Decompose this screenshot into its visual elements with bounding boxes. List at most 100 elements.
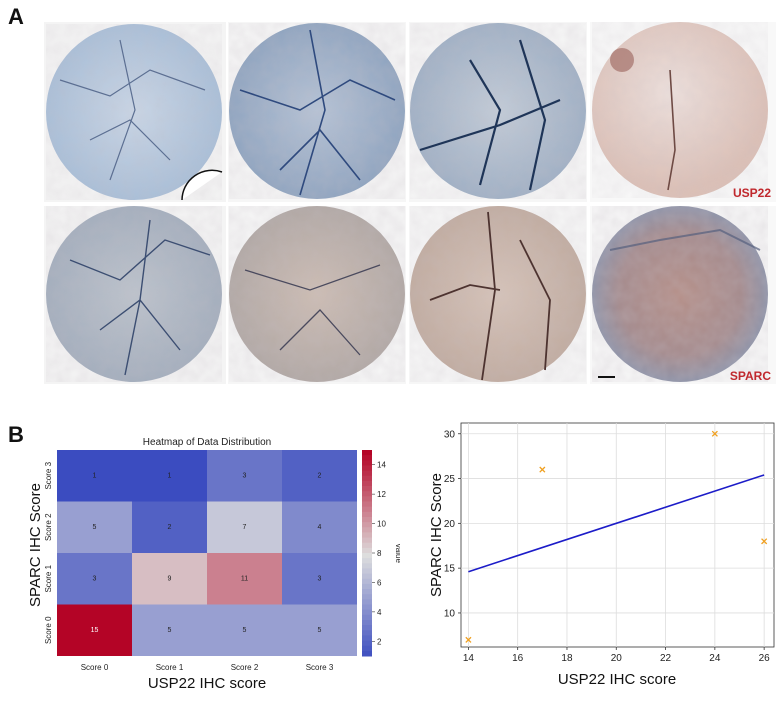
- heatmap-cell-label: 9: [168, 576, 172, 583]
- scatter-x-tick-label: 20: [611, 653, 623, 664]
- scatter-y-tick-label: 25: [444, 474, 456, 485]
- scatter-x-tick-label: 26: [759, 653, 771, 664]
- heatmap-chart: Heatmap of Data Distribution 1 1 3 2 5 2 7 4 3 9 1…: [27, 437, 400, 692]
- heatmap-y-tick-label: Score 3: [44, 461, 53, 489]
- heatmap-cell-label: 5: [243, 627, 247, 634]
- tissue-core-r2c3: [410, 206, 586, 382]
- heatmap-cell: [57, 501, 132, 553]
- heatmap-cells: 1 1 3 25 2 7 43 9 11 315 5 5 5: [57, 450, 357, 656]
- colorbar-tick-label: 14: [377, 461, 386, 470]
- heatmap-x-tick-label: Score 2: [231, 663, 259, 672]
- heatmap-cell-label: 2: [168, 524, 172, 531]
- colorbar-tick-label: 10: [377, 520, 386, 529]
- colorbar-segment: [362, 516, 372, 523]
- scatter-point: [711, 430, 718, 437]
- colorbar-segment: [362, 625, 372, 631]
- heatmap-cell-label: 1: [168, 473, 172, 480]
- heatmap-ticks: Score 0 Score 1 Score 2 Score 3 Score 3 Score…: [44, 461, 334, 672]
- colorbar-segment: [362, 532, 372, 539]
- scatter-y-tick-label: 15: [444, 564, 456, 575]
- heatmap-cell: [57, 450, 132, 502]
- colorbar-segment: [362, 609, 372, 616]
- heatmap-cell: [57, 553, 132, 605]
- colorbar-segment: [362, 640, 372, 647]
- heatmap-x-tick-label: Score 3: [306, 663, 334, 672]
- heatmap-x-tick-label: Score 0: [81, 663, 109, 672]
- heatmap-colorbar: 2 4 6 8 10 12 14 Value: [362, 450, 400, 657]
- heatmap-cell-label: 2: [318, 473, 322, 480]
- heatmap-cell: [282, 553, 357, 605]
- colorbar-tick-label: 4: [377, 608, 382, 617]
- heatmap-cell-label: 5: [168, 627, 172, 634]
- tissue-core-r2c2: [229, 206, 405, 382]
- heatmap-cell-label: 5: [93, 524, 97, 531]
- heatmap-cell-label: 3: [243, 473, 247, 480]
- tissue-core-r1c1: [46, 24, 223, 201]
- heatmap-cell: [132, 553, 207, 605]
- panel-letter-a: A: [8, 4, 24, 29]
- panel-letter-b: B: [8, 422, 24, 447]
- heatmap-cell: [207, 501, 282, 553]
- heatmap-cell-label: 11: [241, 576, 248, 583]
- heatmap-cell-label: 7: [243, 524, 247, 531]
- colorbar-segment: [362, 475, 372, 482]
- colorbar-segment: [362, 589, 372, 595]
- scatter-x-tick-label: 22: [660, 653, 672, 664]
- heatmap-cell: [207, 604, 282, 656]
- colorbar-segment: [362, 527, 372, 533]
- colorbar-segment: [362, 486, 372, 492]
- colorbar-segment: [362, 604, 372, 611]
- heatmap-y-axis-title: SPARC IHC Score: [27, 483, 44, 607]
- colorbar-segment: [362, 553, 372, 559]
- scatter-ticks: 14 16 18 20 22 24 26 10 15 20 25 30: [444, 429, 770, 664]
- heatmap-y-tick-label: Score 1: [44, 564, 53, 592]
- scatter-x-tick-label: 16: [512, 653, 524, 664]
- heatmap-cell-label: 3: [93, 576, 97, 583]
- heatmap-cell-label: 5: [318, 627, 322, 634]
- colorbar-tick-label: 8: [377, 549, 382, 558]
- colorbar-segment: [362, 450, 372, 456]
- colorbar-segment: [362, 496, 372, 502]
- scatter-grid: [461, 423, 774, 647]
- colorbar-segment: [362, 568, 372, 575]
- heatmap-cell: [282, 604, 357, 656]
- scatter-y-tick-label: 30: [444, 429, 456, 440]
- micrograph-grid: USP22 SPARC: [44, 22, 772, 384]
- colorbar-segment: [362, 522, 372, 528]
- colorbar-segment: [362, 614, 372, 621]
- scatter-x-tick-label: 14: [463, 653, 475, 664]
- colorbar-segment: [362, 563, 372, 569]
- tissue-core-r1c3: [410, 23, 586, 199]
- colorbar-segment: [362, 542, 372, 549]
- scatter-y-tick-label: 10: [444, 608, 456, 619]
- heatmap-cell: [282, 450, 357, 502]
- colorbar-segment: [362, 594, 372, 600]
- colorbar-tick-label: 6: [377, 578, 382, 587]
- heatmap-x-tick-label: Score 1: [156, 663, 184, 672]
- colorbar-segment: [362, 635, 372, 642]
- colorbar-segment: [362, 578, 372, 585]
- heatmap-cell: [132, 501, 207, 553]
- colorbar-label: Value: [394, 543, 400, 563]
- colorbar-segment: [362, 470, 372, 477]
- colorbar-segment: [362, 599, 372, 605]
- colorbar-segment: [362, 460, 372, 466]
- heatmap-cell: [132, 604, 207, 656]
- heatmap-y-tick-label: Score 2: [44, 513, 53, 541]
- heatmap-cell: [132, 450, 207, 502]
- heatmap-cell: [207, 450, 282, 502]
- colorbar-segment: [362, 558, 372, 564]
- scatter-chart: 14 16 18 20 22 24 26 10 15 20 25 30 USP22 IHC score…: [428, 422, 775, 688]
- colorbar-segment: [362, 537, 372, 544]
- heatmap-x-axis-title: USP22 IHC score: [148, 675, 266, 692]
- scatter-point: [539, 466, 546, 473]
- heatmap-title: Heatmap of Data Distribution: [143, 437, 271, 448]
- heatmap-cell-label: 15: [91, 627, 99, 634]
- scatter-plot-frame: [460, 422, 775, 648]
- regression-line: [468, 474, 765, 573]
- scatter-x-axis-title: USP22 IHC score: [558, 671, 676, 688]
- scatter-point: [465, 636, 472, 643]
- scatter-y-tick-label: 20: [444, 519, 456, 530]
- tissue-core-r1c4: [592, 22, 768, 198]
- colorbar-segment: [362, 465, 372, 472]
